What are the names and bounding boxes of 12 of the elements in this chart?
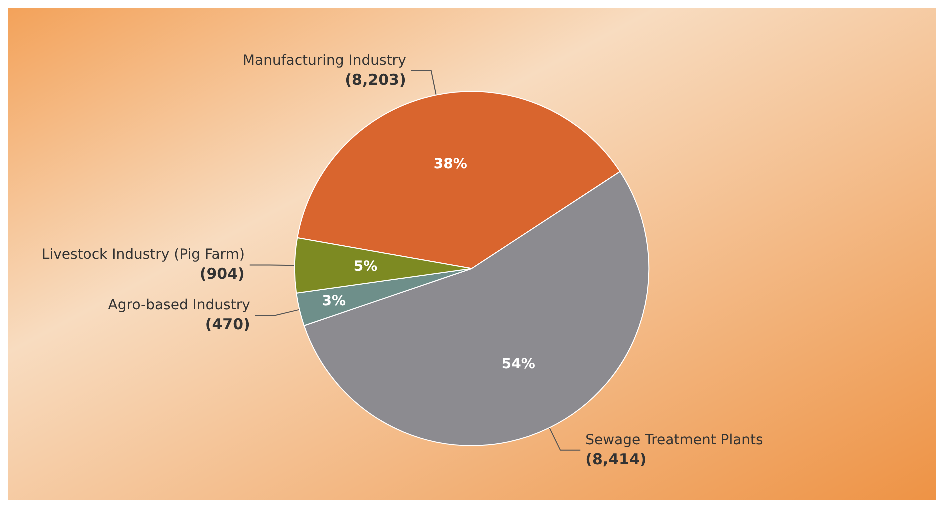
text: (8,414) <box>586 450 647 468</box>
data-label: 3% <box>322 294 346 310</box>
data-label: 38% <box>434 156 468 173</box>
text: (904) <box>200 265 245 284</box>
data-label: 54% <box>502 356 536 372</box>
text: (470) <box>205 316 250 334</box>
slice-label: Manufacturing Industry <box>242 52 406 69</box>
slice-label: Livestock Industry (Pig Farm) <box>42 247 245 264</box>
text: (8,203) <box>345 70 406 89</box>
slice-label: Sewage Treatment Plants <box>586 432 764 448</box>
data-label: 5% <box>354 258 378 275</box>
slice-label: Agro-based Industry <box>108 298 250 314</box>
